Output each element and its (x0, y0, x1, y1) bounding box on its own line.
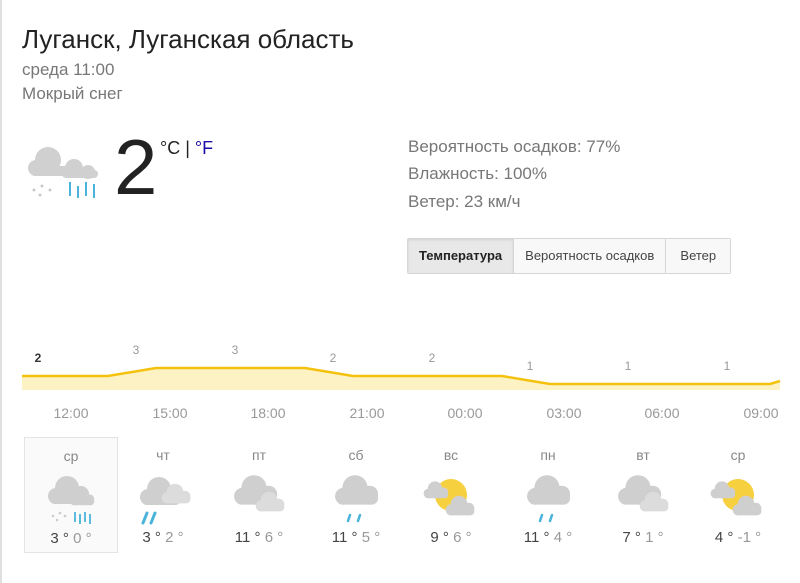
forecast-day[interactable]: пн 11 ° 4 ° (502, 437, 594, 551)
day-name: сб (348, 447, 364, 463)
left-border (0, 0, 2, 583)
temperature-chart: 2 12:00 3 15:00 3 18:00 2 21:00 2 00:00 1 03:00 1 06:… (22, 343, 781, 421)
unit-switch: °C | °F (160, 138, 213, 159)
cloudy-icon (234, 475, 285, 512)
wind: Ветер: 23 км/ч (408, 192, 521, 211)
cloudy-icon (618, 475, 669, 512)
low-temp: 2 ° (165, 529, 184, 546)
rain-icon (527, 475, 571, 523)
high-temp: 7 ° (622, 529, 641, 546)
low-temp: -1 ° (737, 529, 762, 546)
high-temp: 11 ° (234, 529, 261, 546)
location-title: Луганск, Луганская область (22, 24, 354, 54)
high-temp: 3 ° (142, 529, 161, 546)
high-temp: 3 ° (50, 530, 69, 547)
hour-tick-label: 21:00 (349, 405, 384, 421)
hour-tick-label: 03:00 (546, 405, 581, 421)
temp-point-label: 2 (429, 351, 436, 365)
fahrenheit-unit[interactable]: °F (194, 138, 214, 158)
day-temps: 9 ° 6 ° (405, 529, 497, 546)
temp-point-label: 2 (35, 351, 42, 365)
forecast-day[interactable]: пт 11 ° 6 ° (213, 437, 305, 551)
partly-cloudy-icon (423, 479, 475, 516)
high-temp: 4 ° (714, 529, 734, 546)
day-name: ср (63, 448, 79, 464)
day-temps: 11 ° 5 ° (310, 529, 402, 546)
forecast-day[interactable]: чт 3 ° 2 ° (117, 437, 209, 551)
high-temp: 11 ° (331, 529, 358, 546)
forecast-day[interactable]: ср 4 ° -1 ° (692, 437, 784, 551)
day-name: вс (443, 447, 459, 463)
day-temps: 3 ° 0 ° (25, 530, 117, 547)
low-temp: 4 ° (553, 529, 573, 546)
temp-point-label: 1 (527, 359, 534, 373)
current-temperature: 2 (114, 123, 158, 211)
rain-cloudy-icon (140, 477, 191, 525)
day-temps: 4 ° -1 ° (692, 529, 784, 546)
precip-probability: Вероятность осадков: 77% (408, 137, 621, 156)
temp-point-label: 3 (133, 343, 140, 357)
tab-precipitation[interactable]: Вероятность осадков (513, 239, 666, 273)
day-name: ср (730, 447, 746, 463)
temperature-line (22, 366, 781, 386)
celsius-unit[interactable]: °C (160, 138, 181, 158)
hour-tick-label: 00:00 (447, 405, 482, 421)
low-temp: 1 ° (645, 529, 664, 546)
temp-point-label: 1 (724, 359, 731, 373)
forecast-day[interactable]: ср 3 ° 0 ° (24, 437, 118, 553)
day-temps: 11 ° 4 ° (502, 529, 594, 546)
hour-tick-label: 18:00 (250, 405, 285, 421)
rain-icon (335, 475, 379, 523)
forecast-day[interactable]: вт 7 ° 1 ° (597, 437, 689, 551)
temp-point-label: 2 (330, 351, 337, 365)
day-name: чт (156, 447, 170, 463)
hour-tick-label: 15:00 (152, 405, 187, 421)
tab-temperature[interactable]: Температура (408, 239, 514, 273)
low-temp: 0 ° (73, 530, 92, 547)
day-name: пт (252, 447, 266, 463)
day-temps: 3 ° 2 ° (117, 529, 209, 546)
day-time: среда 11:00 (22, 60, 115, 79)
hour-tick-label: 09:00 (743, 405, 778, 421)
temp-point-label: 1 (625, 359, 632, 373)
forecast-day[interactable]: вс 9 ° 6 ° (405, 437, 497, 551)
day-temps: 7 ° 1 ° (597, 529, 689, 546)
humidity: Влажность: 100% (408, 164, 547, 183)
unit-separator: | (180, 138, 195, 158)
high-temp: 9 ° (430, 529, 449, 546)
partly-cloudy-icon (710, 479, 762, 516)
low-temp: 6 ° (264, 529, 284, 546)
chart-tabs: Температура Вероятность осадков Ветер (407, 238, 732, 274)
tab-wind[interactable]: Ветер (665, 239, 731, 273)
high-temp: 11 ° (523, 529, 550, 546)
hour-tick-label: 12:00 (53, 405, 88, 421)
sleet-icon (28, 147, 98, 198)
temp-point-label: 3 (232, 343, 239, 357)
condition: Мокрый снег (22, 84, 123, 103)
low-temp: 5 ° (361, 529, 381, 546)
hour-tick-label: 06:00 (644, 405, 679, 421)
day-temps: 11 ° 6 ° (213, 529, 305, 546)
day-name: пн (540, 447, 556, 463)
low-temp: 6 ° (453, 529, 472, 546)
forecast-day[interactable]: сб 11 ° 5 ° (310, 437, 402, 551)
sleet-icon (48, 476, 95, 524)
day-name: вт (636, 447, 650, 463)
